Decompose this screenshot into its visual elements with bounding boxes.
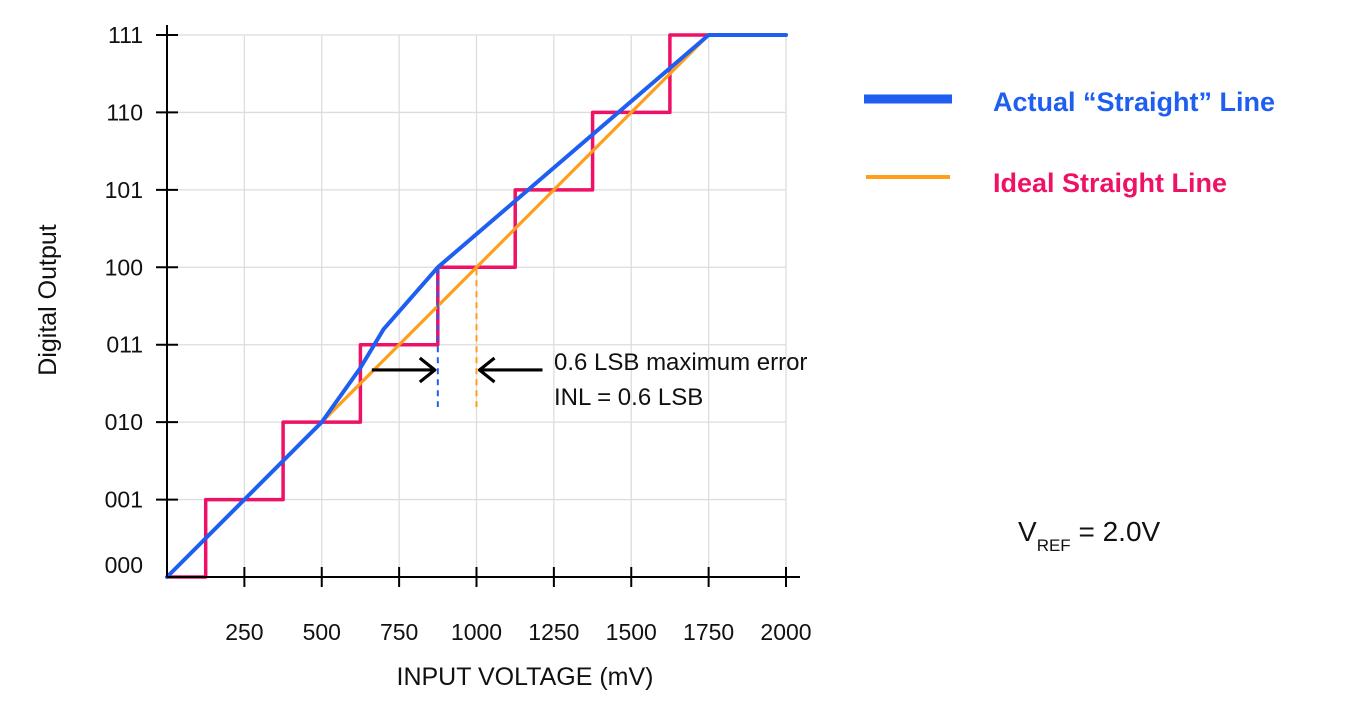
legend-label-actual: Actual “Straight” Line <box>993 87 1275 117</box>
annotation-line-2: INL = 0.6 LSB <box>554 384 703 411</box>
x-tick-label: 1750 <box>683 619 734 645</box>
error-annotation <box>371 269 543 407</box>
vref-value: = 2.0V <box>1071 516 1161 547</box>
x-tick-label: 1500 <box>606 619 657 645</box>
y-axis-title: Digital Output <box>34 224 62 376</box>
axes <box>156 25 800 587</box>
y-tick-label: 011 <box>106 332 143 358</box>
tick-labels: 250 500 750 1000 1250 1500 1750 2000 000 001 010 01… <box>105 22 812 645</box>
x-tick-label: 1000 <box>451 619 502 645</box>
y-tick-label: 101 <box>105 177 143 203</box>
annotation-line-1: 0.6 LSB maximum error <box>554 349 807 376</box>
arrow-left-head <box>477 356 496 384</box>
y-tick-label: 000 <box>105 552 143 578</box>
y-tick-label: 110 <box>106 99 143 125</box>
arrow-right-head <box>418 356 437 384</box>
x-tick-label: 250 <box>225 619 263 645</box>
x-tick-label: 750 <box>380 619 418 645</box>
legend-label-ideal: Ideal Straight Line <box>993 168 1227 198</box>
x-tick-label: 1250 <box>528 619 579 645</box>
vref-subscript: REF <box>1037 536 1071 555</box>
legend: Actual “Straight” Line Ideal Straight Li… <box>864 87 1275 198</box>
x-axis-title: INPUT VOLTAGE (mV) <box>397 663 654 691</box>
y-tick-label: 100 <box>105 254 143 280</box>
vref-main: V <box>1018 516 1037 547</box>
grid <box>167 34 787 577</box>
y-tick-label: 111 <box>108 22 143 48</box>
x-tick-label: 2000 <box>760 619 811 645</box>
y-tick-label: 010 <box>105 409 143 435</box>
x-tick-label: 500 <box>303 619 341 645</box>
y-tick-label: 001 <box>105 487 143 513</box>
series-actual-line <box>165 33 788 579</box>
vref-label: VREF = 2.0V <box>1018 516 1161 555</box>
